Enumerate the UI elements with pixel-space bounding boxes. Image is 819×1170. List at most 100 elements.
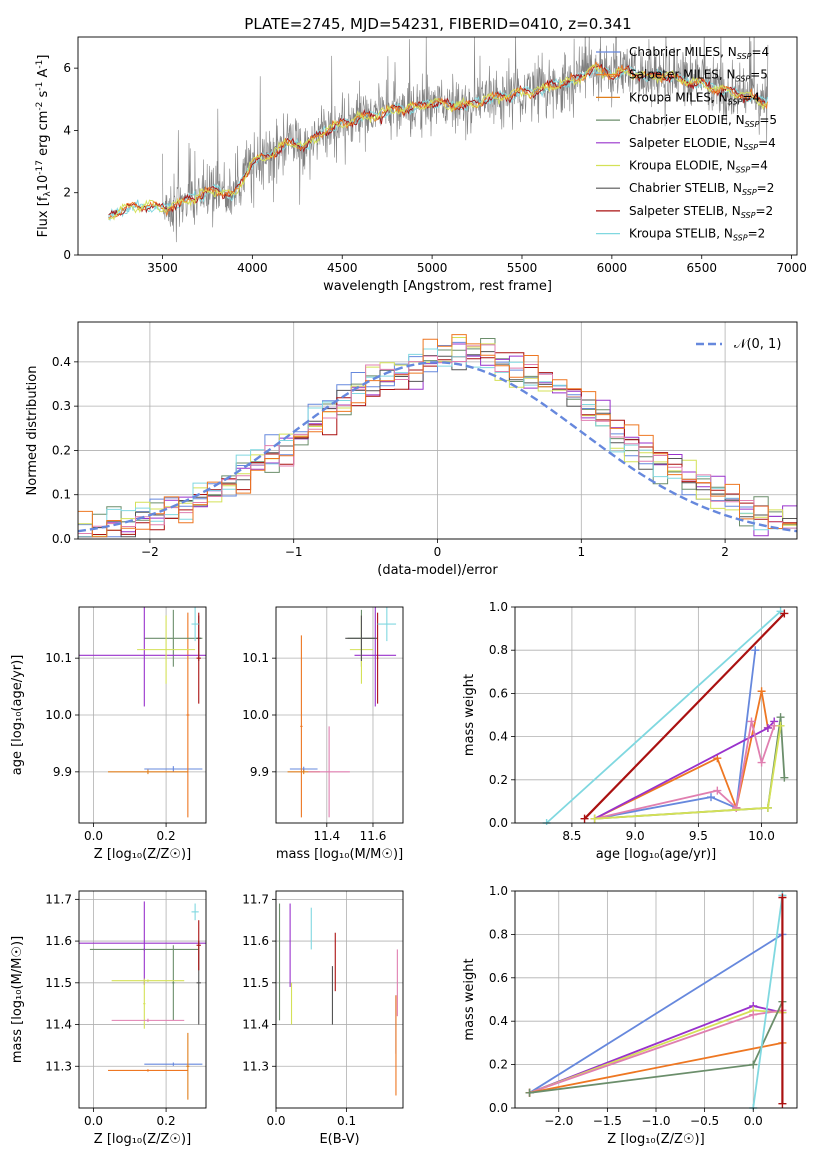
legend-entry: Salpeter STELIB, NSSP=2 [629,204,773,220]
legend-name: Chabrier MILES, N [629,45,737,59]
y-tick-label: 9.9 [53,765,72,779]
x-tick-label: 4500 [327,261,358,275]
x-tick-label: 7000 [776,261,807,275]
x-axis-label: (data-model)/error [377,563,498,578]
panel-spectrum: 3500 4000 4500 5000 5500 6000 6500 7000 0 2 4 6 wave… [35,36,807,294]
y-label-part: s [36,90,51,101]
y-axis-label: mass [log₁₀(M/M☉)] [10,936,25,1063]
weight-line [752,895,784,1109]
weight-line [545,610,782,824]
y-label-part: -1 [35,82,45,91]
x-tick-label: 11.4 [313,829,340,843]
axes-frame [514,606,798,824]
y-tick-label: 11.7 [242,892,269,906]
y-tick-label: 11.3 [242,1059,269,1073]
legend-name: Kroupa STELIB, N [629,227,733,241]
y-tick-label: 0.8 [489,643,508,657]
y-tick-label: 0.0 [52,532,71,546]
y-tick-label: 9.9 [250,765,269,779]
y-tick-label: 10.1 [242,651,269,665]
y-tick-label: 11.7 [45,892,72,906]
legend-entry: Salpeter ELODIE, NSSP=4 [629,136,776,152]
x-tick-label: 0.0 [744,1114,763,1128]
errorbars [79,607,206,818]
y-tick-label: 0.4 [489,1014,508,1028]
legend-sub: SSP [742,188,757,197]
weight-marker [763,723,772,732]
weight-marker [749,1010,758,1019]
legend-sub: SSP [736,166,751,175]
legend-value: =4 [742,90,760,104]
y-axis-label: age [log₁₀(age/yr)] [10,655,25,776]
x-tick-label: −1.0 [641,1114,670,1128]
normal-reference-curve [78,361,797,533]
legend-name: Kroupa ELODIE, N [629,159,736,173]
weight-lines [525,891,787,1110]
legend-entry: Kroupa ELODIE, NSSP=4 [629,159,768,175]
y-tick-label: 10.0 [45,708,72,722]
x-axis-label: Z [log₁₀(Z/Z☉)] [94,847,191,862]
y-tick-label: 1.0 [489,884,508,898]
weight-marker [778,893,787,902]
legend-value: =2 [755,204,773,218]
legend-name: Salpeter ELODIE, N [629,136,743,150]
y-tick-label: 0.0 [489,816,508,830]
y-tick-label: 11.6 [45,934,72,948]
panel-weight-vs-age: 8.5 9.0 9.5 10.0 0.0 0.2 0.4 0.6 0.8 1.0 age [log₁… [462,600,798,862]
y-label-part: Flux [f [36,196,51,237]
weight-marker [590,814,599,823]
x-axis-label: Z [log₁₀(Z/Z☉)] [94,1132,191,1147]
y-tick-label: 10.0 [242,708,269,722]
weight-marker [713,786,722,795]
x-tick-label: −1.5 [593,1114,622,1128]
legend-sub: SSP [736,75,751,84]
panel-residual-hist: −2 −1 0 1 2 0.0 0.1 0.2 0.3 0.4 (data-model)/error… [25,321,798,578]
x-tick-label: 0.0 [84,829,103,843]
axes-frame [78,890,207,1109]
weight-line [529,933,783,1094]
y-tick-label: 0.6 [489,686,508,700]
x-tick-label: −0.5 [690,1114,719,1128]
y-tick-label: 0.4 [52,355,71,369]
legend-entry: 𝒩(0, 1) [734,337,781,352]
x-tick-label: 0.0 [266,1114,285,1128]
weight-marker [763,803,772,812]
figure-title: PLATE=2745, MJD=54231, FIBERID=0410, z=0… [244,15,631,33]
x-tick-label: −1 [285,545,303,559]
x-tick-label: 10.0 [748,829,775,843]
x-tick-label: 8.5 [562,829,581,843]
panel-weight-vs-Z: −2.0 −1.5 −1.0 −0.5 0.0 0.0 0.2 0.4 0.6 0.8 1.0 Z [… [462,884,798,1147]
legend-sub: SSP [743,143,758,152]
weight-marker [780,773,789,782]
weight-marker [525,1088,534,1097]
model-spectrum [108,64,768,217]
y-label-part: λ [43,191,53,197]
legend-entry: Chabrier MILES, NSSP=4 [629,45,769,61]
legend-name: Salpeter STELIB, N [629,204,741,218]
x-axis-label: E(B-V) [319,1132,359,1147]
y-tick-label: 6 [63,61,71,75]
x-tick-label: 0.2 [157,829,176,843]
legend-name: Chabrier ELODIE, N [629,113,745,127]
errorbars [278,903,398,1096]
legend-name: Kroupa MILES, N [629,90,728,104]
weight-marker [751,646,760,655]
y-label-part: -17 [35,160,45,175]
weight-line [594,721,776,820]
model-spectrum [108,66,768,219]
weight-marker [757,687,766,696]
x-tick-label: 11.6 [360,829,387,843]
legend-value: =5 [759,113,777,127]
y-label-part: 10 [36,175,51,192]
spectrum-lines [108,37,769,243]
errorbars [287,607,397,818]
legend-entry: Salpeter MILES, NSSP=5 [629,68,768,84]
legend-entry: Chabrier STELIB, NSSP=2 [629,181,774,197]
weight-marker [747,717,756,726]
y-axis-label: mass weight [462,958,477,1040]
y-tick-label: 2 [63,186,71,200]
legend-name: Chabrier STELIB, N [629,181,742,195]
weight-line [529,1042,783,1094]
legend-value: =4 [750,159,768,173]
